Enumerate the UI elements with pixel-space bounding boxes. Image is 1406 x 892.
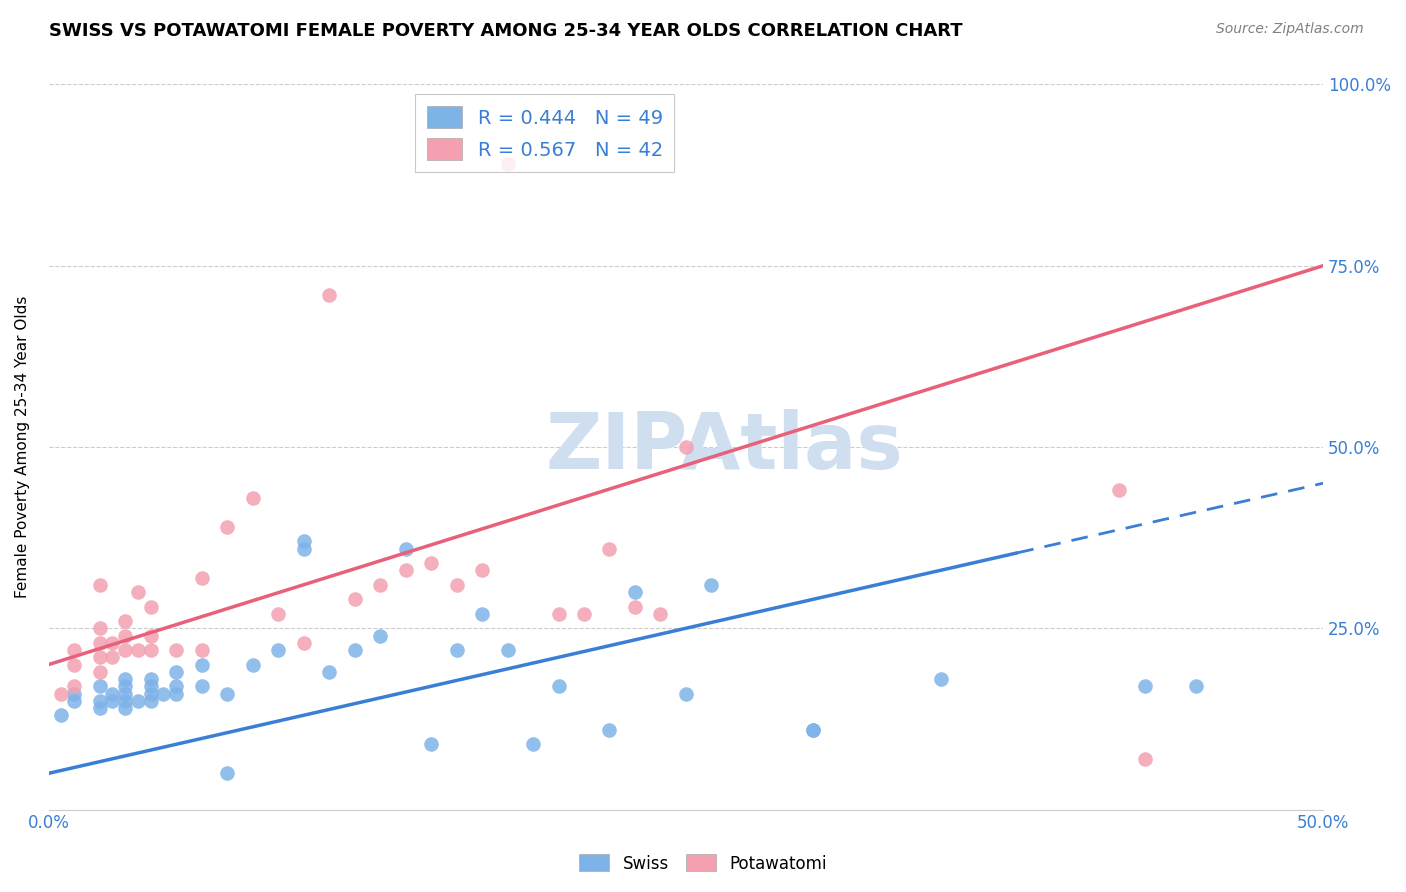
Point — [650, 607, 672, 621]
Point — [165, 679, 187, 693]
Point — [165, 665, 187, 679]
Point — [114, 694, 136, 708]
Y-axis label: Female Poverty Among 25-34 Year Olds: Female Poverty Among 25-34 Year Olds — [15, 296, 30, 599]
Point — [165, 643, 187, 657]
Point — [89, 650, 111, 665]
Point — [89, 694, 111, 708]
Point — [114, 679, 136, 693]
Point — [471, 607, 494, 621]
Point — [598, 723, 620, 737]
Point — [267, 643, 290, 657]
Point — [63, 679, 86, 693]
Point — [547, 607, 569, 621]
Point — [446, 578, 468, 592]
Point — [547, 679, 569, 693]
Point — [292, 636, 315, 650]
Point — [101, 686, 124, 700]
Text: SWISS VS POTAWATOMI FEMALE POVERTY AMONG 25-34 YEAR OLDS CORRELATION CHART: SWISS VS POTAWATOMI FEMALE POVERTY AMONG… — [49, 22, 963, 40]
Point — [114, 672, 136, 686]
Point — [217, 686, 239, 700]
Point — [624, 599, 647, 614]
Point — [803, 723, 825, 737]
Point — [368, 628, 391, 642]
Point — [89, 621, 111, 635]
Point — [139, 694, 162, 708]
Point — [675, 686, 697, 700]
Point — [1108, 483, 1130, 498]
Point — [1133, 679, 1156, 693]
Point — [101, 636, 124, 650]
Point — [101, 650, 124, 665]
Point — [63, 694, 86, 708]
Point — [89, 578, 111, 592]
Point — [242, 657, 264, 672]
Point — [267, 607, 290, 621]
Point — [1184, 679, 1206, 693]
Point — [343, 592, 366, 607]
Point — [572, 607, 595, 621]
Point — [803, 723, 825, 737]
Point — [63, 686, 86, 700]
Point — [217, 520, 239, 534]
Point — [139, 643, 162, 657]
Point — [190, 570, 212, 584]
Point — [420, 556, 443, 570]
Point — [101, 694, 124, 708]
Point — [114, 643, 136, 657]
Point — [139, 686, 162, 700]
Point — [368, 578, 391, 592]
Point — [139, 672, 162, 686]
Point — [139, 599, 162, 614]
Point — [63, 657, 86, 672]
Point — [89, 701, 111, 715]
Point — [929, 672, 952, 686]
Legend: R = 0.444   N = 49, R = 0.567   N = 42: R = 0.444 N = 49, R = 0.567 N = 42 — [415, 95, 675, 172]
Point — [471, 563, 494, 577]
Point — [114, 701, 136, 715]
Point — [114, 628, 136, 642]
Point — [217, 766, 239, 780]
Point — [51, 686, 73, 700]
Point — [394, 563, 416, 577]
Point — [496, 643, 519, 657]
Point — [89, 636, 111, 650]
Point — [1133, 752, 1156, 766]
Point — [165, 686, 187, 700]
Point — [114, 614, 136, 628]
Point — [63, 643, 86, 657]
Point — [624, 585, 647, 599]
Point — [114, 686, 136, 700]
Point — [496, 157, 519, 171]
Point — [51, 708, 73, 723]
Point — [343, 643, 366, 657]
Point — [318, 665, 340, 679]
Point — [89, 679, 111, 693]
Point — [318, 287, 340, 301]
Point — [292, 541, 315, 556]
Point — [675, 440, 697, 454]
Point — [420, 737, 443, 751]
Point — [139, 628, 162, 642]
Point — [190, 657, 212, 672]
Point — [127, 694, 149, 708]
Point — [152, 686, 174, 700]
Legend: Swiss, Potawatomi: Swiss, Potawatomi — [572, 847, 834, 880]
Text: ZIPAtlas: ZIPAtlas — [546, 409, 903, 485]
Point — [242, 491, 264, 505]
Point — [139, 679, 162, 693]
Point — [190, 643, 212, 657]
Point — [394, 541, 416, 556]
Point — [89, 665, 111, 679]
Point — [522, 737, 544, 751]
Text: Source: ZipAtlas.com: Source: ZipAtlas.com — [1216, 22, 1364, 37]
Point — [446, 643, 468, 657]
Point — [190, 679, 212, 693]
Point — [700, 578, 723, 592]
Point — [598, 541, 620, 556]
Point — [292, 534, 315, 549]
Point — [127, 585, 149, 599]
Point — [127, 643, 149, 657]
